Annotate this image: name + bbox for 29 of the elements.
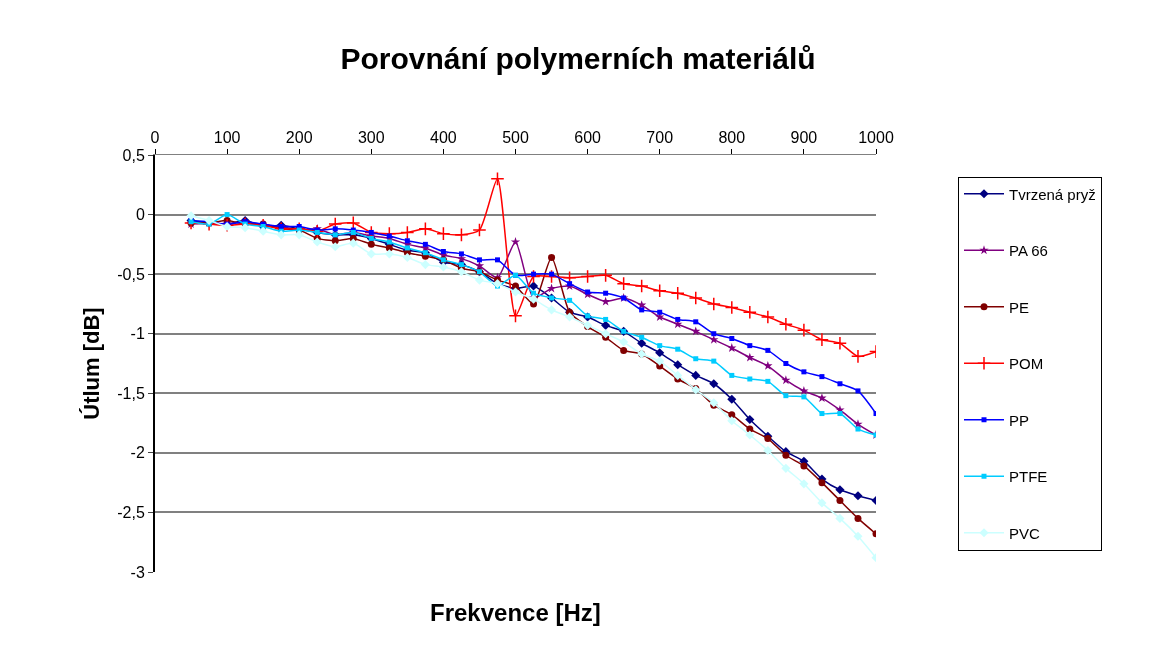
y-tick-label: 0	[135, 206, 145, 224]
x-tick-label: 900	[790, 128, 818, 146]
legend-label: PVC	[1009, 524, 1041, 542]
y-tick-label: -3	[130, 563, 145, 581]
x-tick-label: 500	[502, 128, 529, 146]
x-tick-label: 700	[646, 128, 674, 146]
x-tick-label: 800	[718, 128, 746, 146]
y-tick-label: -1	[130, 325, 145, 343]
legend-label: Tvrzená pryž	[1009, 185, 1096, 203]
x-tick-label: 1000	[858, 128, 894, 146]
x-tick-label: 0	[150, 128, 160, 146]
legend-label: PTFE	[1009, 468, 1048, 486]
x-axis-title: Frekvence [Hz]	[430, 599, 601, 626]
x-tick-label: 600	[574, 128, 602, 146]
y-tick-label: 0,5	[122, 146, 145, 164]
x-tick-label: 200	[285, 128, 313, 146]
chart-title: Porovnání polymerních materiálů	[340, 41, 816, 75]
x-tick-label: 100	[213, 128, 241, 146]
y-axis-title: Útlum [dB]	[78, 307, 104, 420]
y-tick-label: -0,5	[117, 265, 145, 283]
x-tick-label: 400	[430, 128, 457, 146]
y-tick-label: -2,5	[117, 504, 145, 522]
legend-label: PP	[1009, 411, 1030, 429]
y-tick-label: -1,5	[117, 384, 145, 402]
legend-label: POM	[1009, 355, 1044, 373]
legend-label: PA 66	[1009, 242, 1048, 260]
y-tick-label: -2	[130, 444, 145, 462]
x-tick-label: 300	[357, 128, 385, 146]
legend-label: PE	[1009, 298, 1030, 316]
